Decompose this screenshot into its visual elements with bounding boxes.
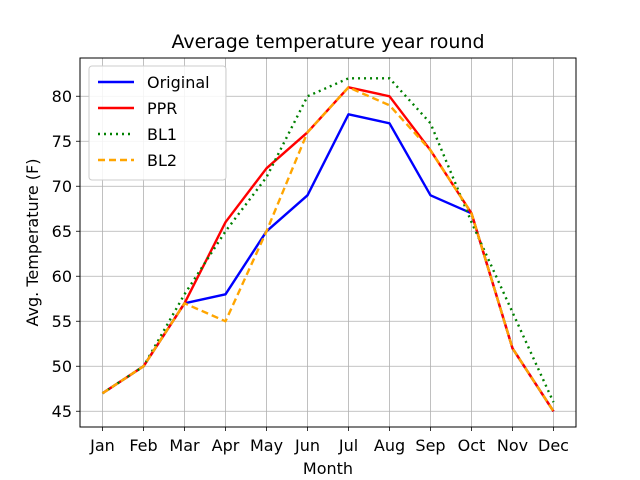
series-line-bl2 [101,86,555,412]
legend-box [88,65,227,181]
y-tick-label: 75 [52,132,72,151]
x-tick-label: Jan [89,436,115,455]
x-tick-label: Feb [129,436,157,455]
plot-frame [79,57,577,428]
legend-label: PPR [147,99,177,118]
legend: Original PPR BL1 BL2 [88,65,227,181]
chart-title: Average temperature year round [171,31,484,53]
x-tick-label: May [250,436,283,455]
legend-label: BL2 [147,151,177,170]
x-tick-label: Nov [497,436,528,455]
x-tick-label: Apr [212,436,240,455]
y-tick-label: 45 [52,402,72,421]
x-tick-label: Dec [538,436,569,455]
x-tick-label: Mar [169,436,200,455]
legend-label: Original [147,73,210,92]
legend-label: BL1 [147,125,177,144]
y-tick-label: 55 [52,312,72,331]
x-axis-ticks: Jan Feb Mar Apr May Jun Jul Aug Sep Oct Nov Dec [89,427,569,455]
y-tick-label: 60 [52,267,72,286]
y-tick-label: 50 [52,357,72,376]
x-axis-label: Month [303,459,353,478]
y-axis-label: Avg. Temperature (F) [23,159,42,327]
x-tick-label: Aug [374,436,405,455]
x-tick-label: Sep [415,436,445,455]
y-tick-label: 80 [52,87,72,106]
x-tick-label: Jul [338,436,358,455]
x-tick-label: Oct [458,436,486,455]
y-axis-ticks: 45 50 55 60 65 70 75 80 [52,87,80,421]
series-lines [101,77,555,412]
y-tick-label: 70 [52,177,72,196]
y-tick-label: 65 [52,222,72,241]
x-tick-label: Jun [294,436,320,455]
grid [80,58,576,427]
